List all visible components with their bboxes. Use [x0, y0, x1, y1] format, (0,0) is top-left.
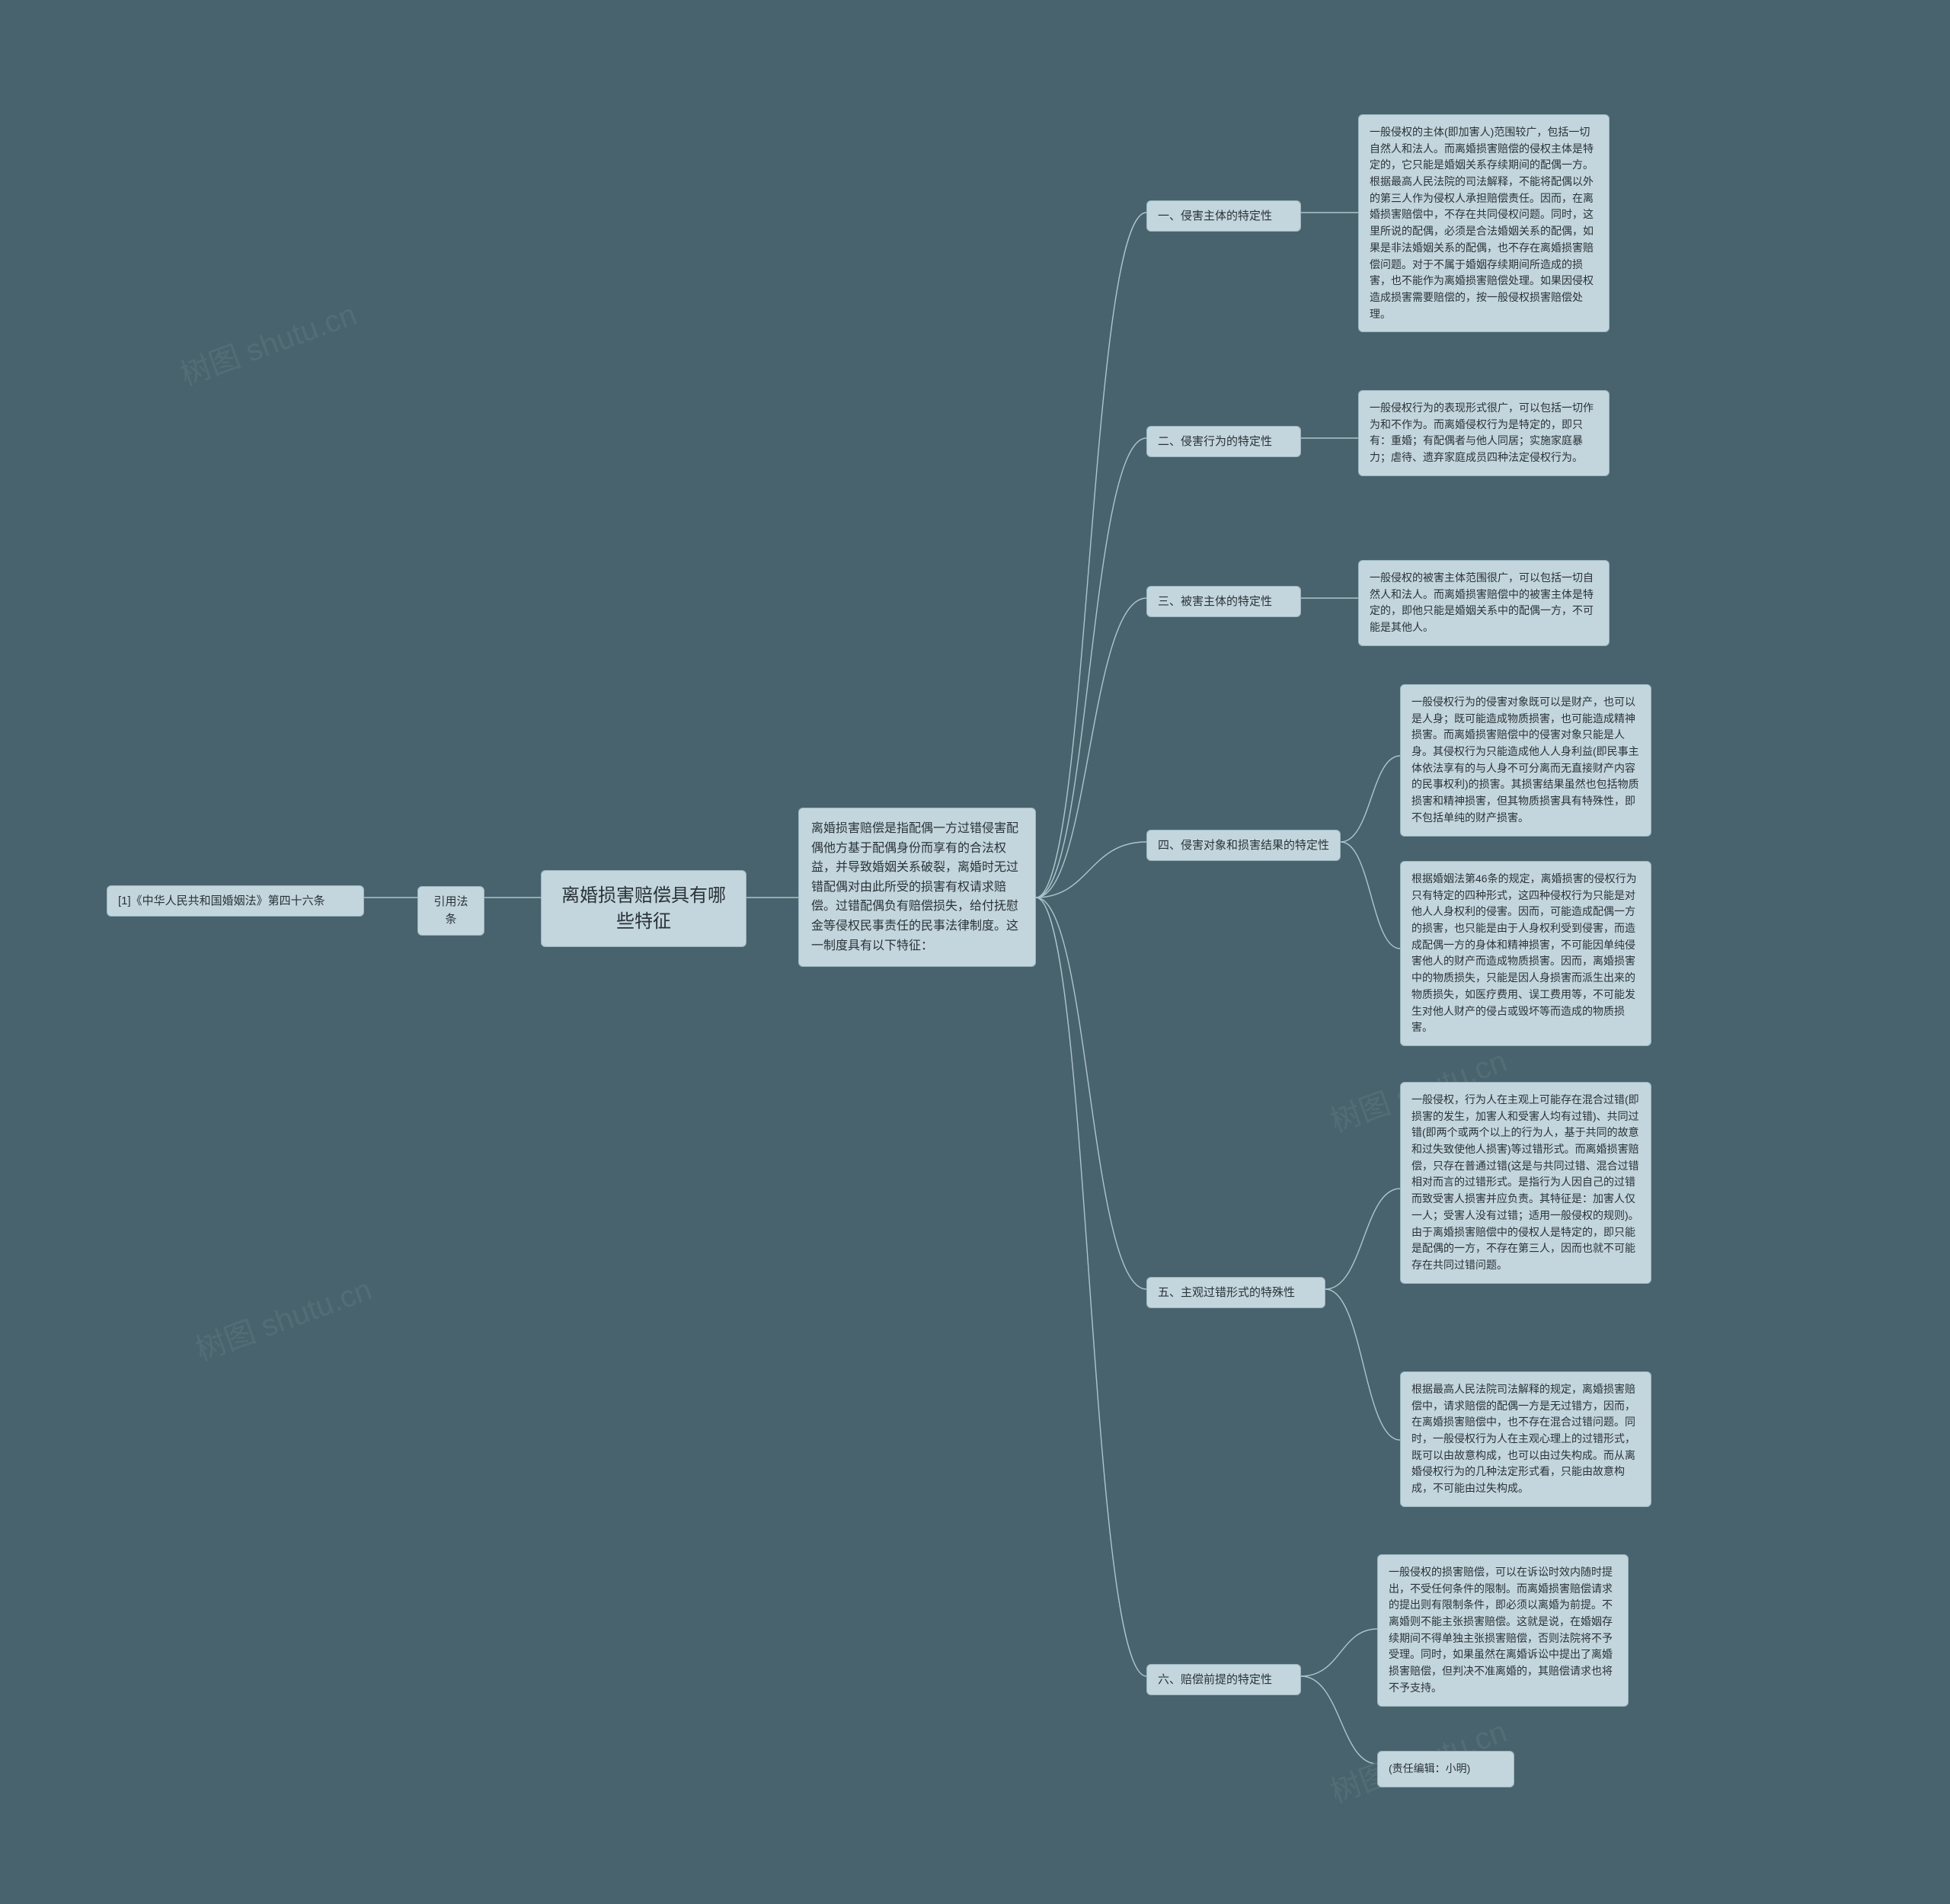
- section-3-leaf-0: 一般侵权的被害主体范围很广，可以包括一切自然人和法人。而离婚损害赔偿中的被害主体…: [1358, 560, 1610, 646]
- section-6-leaf-1: (责任编辑：小明): [1377, 1751, 1514, 1787]
- section-1-label: 一、侵害主体的特定性: [1146, 200, 1301, 232]
- section-5-label: 五、主观过错形式的特殊性: [1146, 1277, 1325, 1308]
- section-3-label: 三、被害主体的特定性: [1146, 586, 1301, 617]
- watermark: 树图 shutu.cn: [173, 290, 362, 394]
- section-1-leaf-0: 一般侵权的主体(即加害人)范围较广，包括一切自然人和法人。而离婚损害赔偿的侵权主…: [1358, 114, 1610, 332]
- section-4-leaf-0: 一般侵权行为的侵害对象既可以是财产，也可以是人身；既可能造成物质损害，也可能造成…: [1400, 684, 1651, 837]
- ref-text-node: [1]《中华人民共和国婚姻法》第四十六条: [107, 885, 364, 917]
- section-4-leaf-1: 根据婚姻法第46条的规定，离婚损害的侵权行为只有特定的四种形式，这四种侵权行为只…: [1400, 861, 1651, 1046]
- section-4-label: 四、侵害对象和损害结果的特定性: [1146, 830, 1341, 861]
- section-6-leaf-0: 一般侵权的损害赔偿，可以在诉讼时效内随时提出，不受任何条件的限制。而离婚损害赔偿…: [1377, 1554, 1629, 1707]
- center-title: 离婚损害赔偿具有哪些特征: [541, 870, 746, 947]
- intro-node: 离婚损害赔偿是指配偶一方过错侵害配偶他方基于配偶身份而享有的合法权益，并导致婚姻…: [798, 808, 1036, 967]
- section-2-label: 二、侵害行为的特定性: [1146, 426, 1301, 457]
- ref-label-node: 引用法条: [417, 886, 484, 936]
- section-6-label: 六、赔偿前提的特定性: [1146, 1664, 1301, 1695]
- section-2-leaf-0: 一般侵权行为的表现形式很广，可以包括一切作为和不作为。而离婚侵权行为是特定的，即…: [1358, 390, 1610, 476]
- section-5-leaf-1: 根据最高人民法院司法解释的规定，离婚损害赔偿中，请求赔偿的配偶一方是无过错方，因…: [1400, 1371, 1651, 1507]
- watermark: 树图 shutu.cn: [188, 1265, 377, 1369]
- section-5-leaf-0: 一般侵权，行为人在主观上可能存在混合过错(即损害的发生，加害人和受害人均有过错)…: [1400, 1082, 1651, 1284]
